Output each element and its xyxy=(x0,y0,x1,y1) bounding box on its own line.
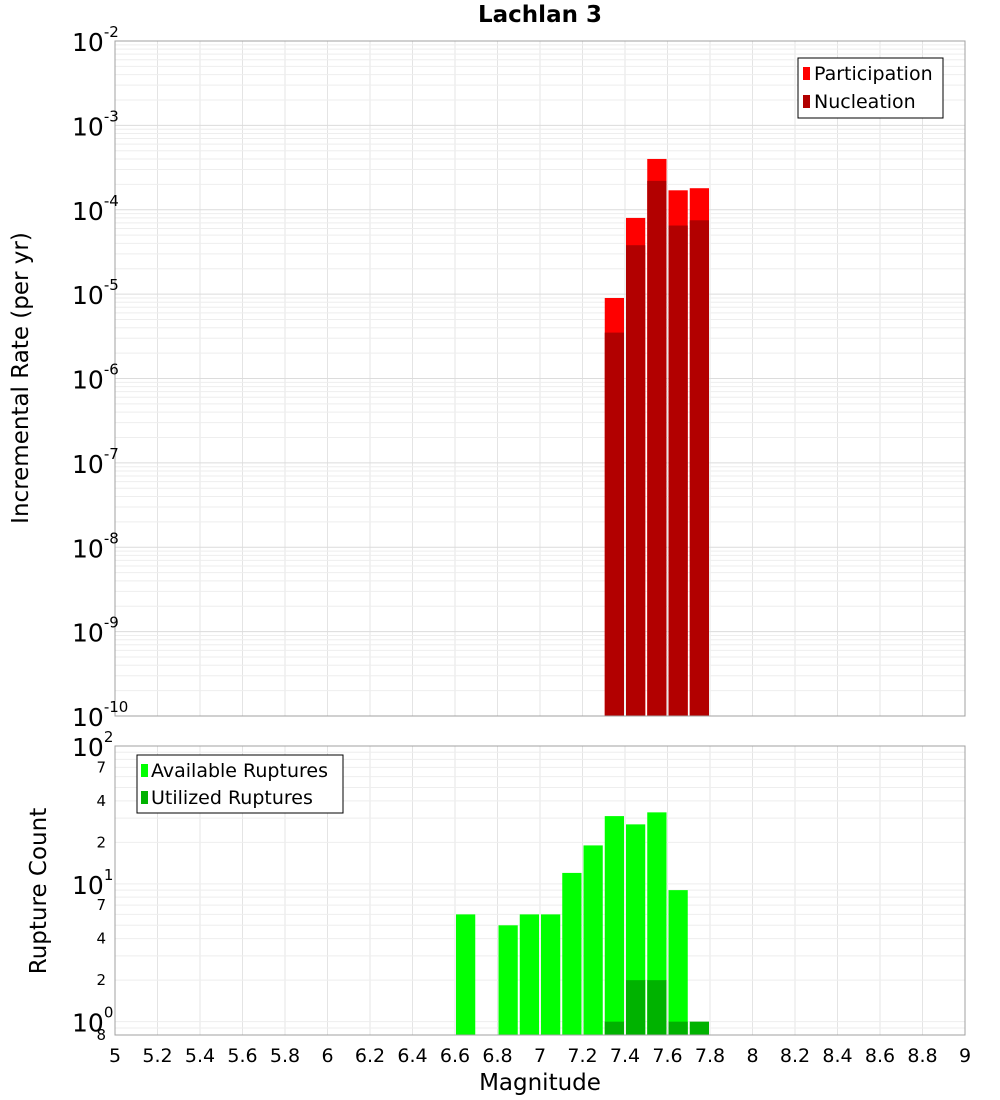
bottom-bars xyxy=(456,812,709,1035)
y-minor-tick-label: 2 xyxy=(96,833,106,851)
x-tick-label: 6.4 xyxy=(397,1045,427,1067)
available-ruptures-bar xyxy=(519,914,539,1035)
nucleation-bar xyxy=(647,180,667,716)
x-tick-label: 7.6 xyxy=(652,1045,682,1067)
x-tick-label: 7.2 xyxy=(567,1045,597,1067)
legend-rate-box xyxy=(797,57,944,119)
chart-title: Lachlan 3 xyxy=(478,2,602,28)
y-tick-label: 102 xyxy=(72,728,113,762)
utilized-ruptures-bar xyxy=(689,1021,709,1035)
x-tick-label: 6 xyxy=(321,1045,333,1067)
y-tick-label: 101 xyxy=(72,866,113,900)
available-ruptures-bar xyxy=(541,914,561,1035)
legend-participation-swatch xyxy=(803,67,810,80)
legend-ruptures-box xyxy=(136,754,344,814)
y-minor-tick-label: 4 xyxy=(96,792,106,810)
nucleation-bar xyxy=(689,220,709,717)
legend-ruptures: Available Ruptures Utilized Ruptures xyxy=(136,754,344,814)
y-tick-label: 10-7 xyxy=(72,445,119,479)
y-minor-tick-label: 8 xyxy=(96,1026,106,1044)
y-tick-label: 10-2 xyxy=(72,23,119,57)
y-minor-tick-label: 2 xyxy=(96,971,106,989)
available-ruptures-bar xyxy=(562,872,582,1035)
x-tick-label: 8 xyxy=(746,1045,758,1067)
legend-available-label: Available Ruptures xyxy=(151,760,328,782)
legend-nucleation-swatch xyxy=(803,95,810,108)
bottom-y-axis-label: Rupture Count xyxy=(26,808,52,974)
utilized-ruptures-bar xyxy=(626,980,646,1035)
y-tick-label: 100 xyxy=(72,1004,113,1038)
x-tick-label: 9 xyxy=(959,1045,971,1067)
y-tick-label: 10-10 xyxy=(72,698,128,732)
legend-nucleation-label: Nucleation xyxy=(814,91,916,113)
top-y-axis-label: Incremental Rate (per yr) xyxy=(8,232,34,524)
x-tick-label: 7 xyxy=(534,1045,546,1067)
legend-participation-label: Participation xyxy=(814,63,933,85)
x-tick-label: 8.6 xyxy=(865,1045,895,1067)
utilized-ruptures-bar xyxy=(668,1021,688,1035)
x-tick-label: 6.2 xyxy=(355,1045,385,1067)
x-tick-label: 6.8 xyxy=(482,1045,512,1067)
y-minor-tick-label: 7 xyxy=(96,896,106,914)
y-minor-tick-label: 4 xyxy=(96,930,106,948)
available-ruptures-bar xyxy=(604,816,624,1035)
x-tick-label: 6.6 xyxy=(440,1045,470,1067)
legend-utilized-label: Utilized Ruptures xyxy=(151,787,313,809)
x-ticks: 5 5.2 5.4 5.6 5.8 6 6.2 6.4 6.6 6.8 7 7.2 7.4 7.6 7.8 8… xyxy=(109,1045,971,1067)
x-tick-label: 5.6 xyxy=(227,1045,257,1067)
y-tick-label: 10-6 xyxy=(72,361,119,395)
available-ruptures-bar xyxy=(498,925,518,1035)
bottom-y-ticks: 8 2 4 7 2 4 7 100 101 102 xyxy=(72,728,113,1044)
x-tick-label: 5 xyxy=(109,1045,121,1067)
available-ruptures-bar xyxy=(668,890,688,1035)
available-ruptures-bar xyxy=(583,845,603,1035)
x-tick-label: 8.4 xyxy=(822,1045,852,1067)
legend-rate: Participation Nucleation xyxy=(797,57,944,119)
nucleation-bar xyxy=(668,225,688,716)
nucleation-bar xyxy=(604,332,624,716)
top-plot-frame xyxy=(114,40,966,717)
x-tick-label: 5.2 xyxy=(142,1045,172,1067)
x-tick-label: 8.8 xyxy=(907,1045,937,1067)
x-tick-label: 7.4 xyxy=(610,1045,640,1067)
x-tick-label: 5.4 xyxy=(185,1045,215,1067)
y-minor-tick-label: 7 xyxy=(96,758,106,776)
x-tick-label: 7.8 xyxy=(695,1045,725,1067)
utilized-ruptures-bar xyxy=(647,980,667,1035)
legend-available-swatch xyxy=(141,764,148,777)
utilized-ruptures-bar xyxy=(604,1021,624,1035)
available-ruptures-bar xyxy=(647,812,667,1035)
x-tick-label: 8.2 xyxy=(780,1045,810,1067)
top-grid xyxy=(114,41,966,717)
y-tick-label: 10-5 xyxy=(72,276,119,310)
top-bars xyxy=(604,158,709,717)
top-y-ticks: 10-10 10-9 10-8 10-7 10-6 10-5 10-4 10-3 10-2 xyxy=(72,23,128,732)
y-tick-label: 10-8 xyxy=(72,529,119,563)
x-tick-label: 5.8 xyxy=(270,1045,300,1067)
legend-utilized-swatch xyxy=(141,791,148,804)
nucleation-bar xyxy=(626,245,646,717)
y-tick-label: 10-4 xyxy=(72,192,119,226)
y-tick-label: 10-9 xyxy=(72,614,119,648)
available-ruptures-bar xyxy=(456,914,476,1035)
bottom-plot-frame xyxy=(114,745,966,1036)
y-tick-label: 10-3 xyxy=(72,107,119,141)
x-axis-label: Magnitude xyxy=(479,1070,601,1096)
